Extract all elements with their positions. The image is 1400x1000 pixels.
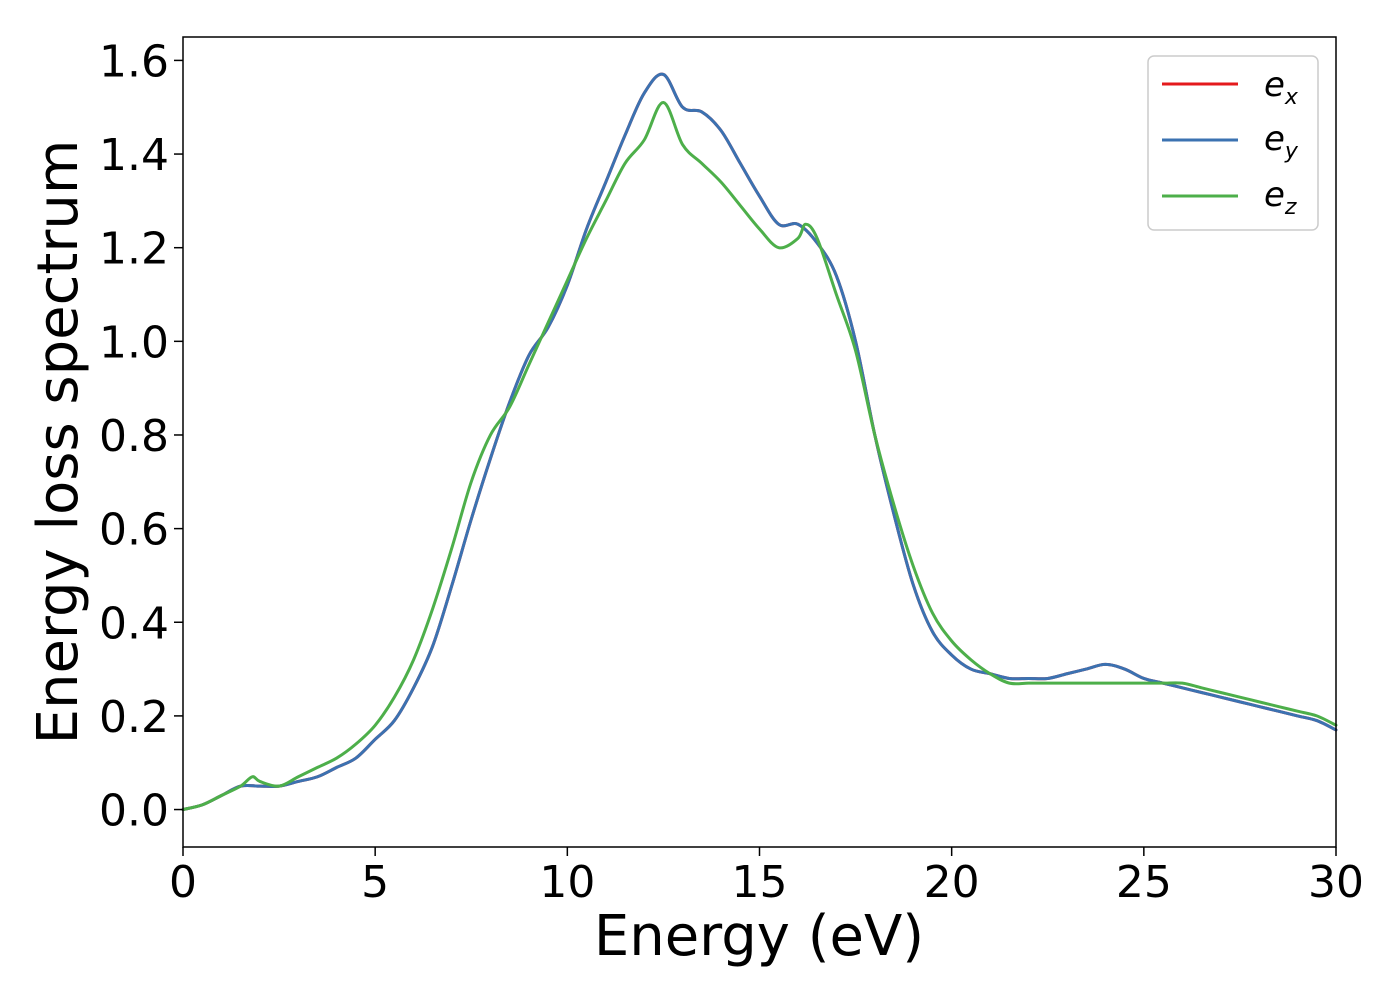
y-tick-label: 0.6 bbox=[99, 505, 169, 556]
y-axis-label: Energy loss spectrum bbox=[26, 140, 91, 745]
x-tick-label: 10 bbox=[539, 857, 595, 908]
series-line-ey bbox=[181, 72, 1338, 812]
x-tick-label: 30 bbox=[1308, 857, 1364, 908]
series-layer bbox=[181, 72, 1338, 812]
legend-label-ex: ex bbox=[1264, 65, 1299, 110]
x-tick-label: 25 bbox=[1116, 857, 1172, 908]
y-tick-label: 1.4 bbox=[99, 130, 169, 181]
y-tick-label: 0.0 bbox=[99, 786, 169, 837]
x-tick-label: 5 bbox=[361, 857, 389, 908]
y-tick-label: 0.4 bbox=[99, 598, 169, 649]
y-tick-label: 1.2 bbox=[99, 224, 169, 275]
legend-box bbox=[1147, 55, 1319, 231]
legend: ex ey ez bbox=[1147, 55, 1319, 231]
y-tick-label: 0.8 bbox=[99, 411, 169, 462]
y-tick-label: 1.6 bbox=[99, 36, 169, 87]
legend-label-ez: ez bbox=[1264, 175, 1297, 220]
x-tick-label: 15 bbox=[732, 857, 788, 908]
y-tick-label: 0.2 bbox=[99, 692, 169, 743]
x-axis: 0 5 10 15 20 25 30 bbox=[169, 847, 1364, 908]
plot-area bbox=[183, 37, 1336, 847]
y-tick-label: 1.0 bbox=[99, 317, 169, 368]
series-line-ez bbox=[181, 101, 1338, 812]
x-tick-label: 0 bbox=[169, 857, 197, 908]
x-axis-label: Energy (eV) bbox=[594, 904, 924, 969]
x-tick-label: 20 bbox=[924, 857, 980, 908]
legend-label-ey: ey bbox=[1264, 119, 1299, 164]
y-axis: 0.0 0.2 0.4 0.6 0.8 1.0 1.2 1.4 1.6 bbox=[99, 36, 183, 837]
